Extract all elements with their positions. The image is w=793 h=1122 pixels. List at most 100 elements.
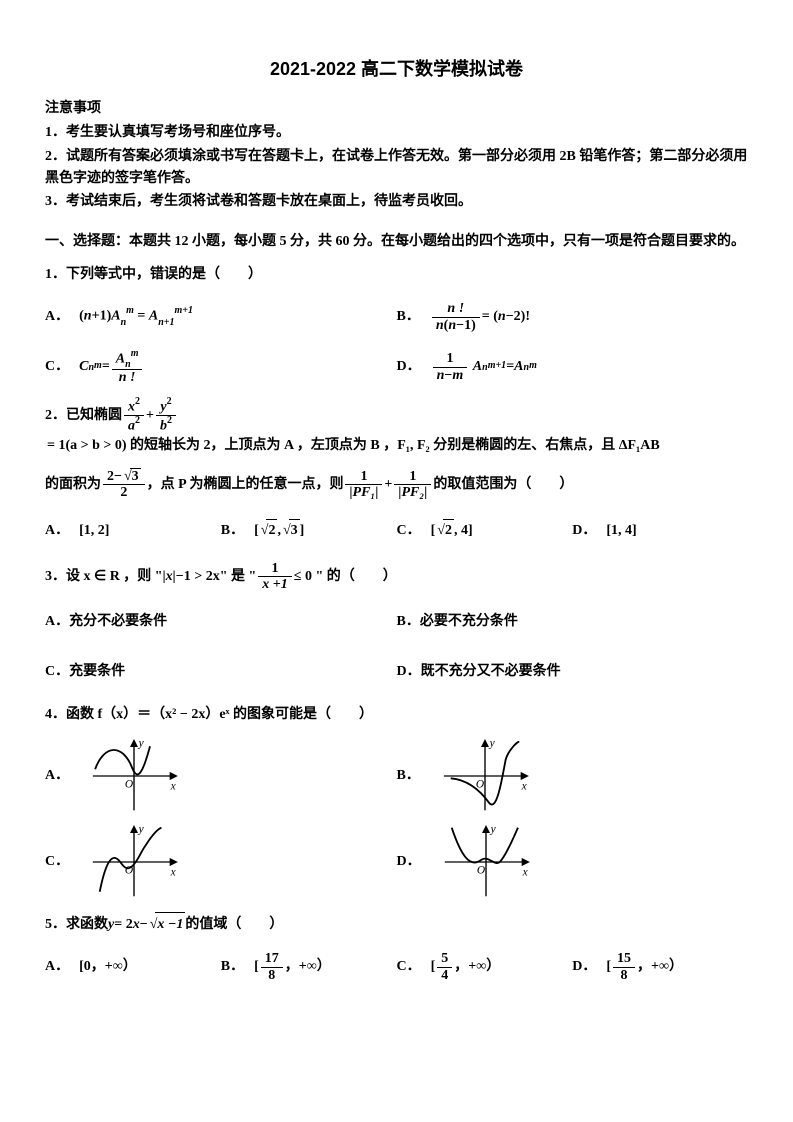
txt: 15 bbox=[613, 951, 635, 967]
q1-options-row2: C． Cnm = Anm n ! D． 1 n−m Anm+1 = Anm bbox=[45, 347, 748, 387]
axis-o: O bbox=[125, 779, 133, 791]
graph-a: x y O bbox=[79, 736, 189, 816]
graph-c: x y O bbox=[79, 822, 189, 902]
q5-options: A．[0，+∞） B．[178，+∞） C．[54，+∞） D．[158，+∞） bbox=[45, 947, 748, 987]
q3-options-row1: A．充分不必要条件 B．必要不充分条件 bbox=[45, 603, 748, 643]
axis-y: y bbox=[489, 824, 496, 836]
opt-label: D． bbox=[397, 356, 421, 378]
txt: C． bbox=[45, 851, 69, 873]
q2-stem-line1: 2．已知椭圆 x2 a2 + y2 b2 = 1(a > b > 0) 的短轴长… bbox=[45, 397, 748, 458]
axis-x: x bbox=[170, 867, 176, 879]
curve bbox=[451, 828, 517, 863]
txt: 3 bbox=[130, 468, 141, 484]
txt: b bbox=[160, 419, 167, 434]
txt: A bbox=[111, 309, 120, 324]
txt: PF₂ bbox=[398, 485, 427, 500]
txt: 2．已知椭圆 bbox=[45, 404, 122, 428]
q2-option-d: D．[1, 4] bbox=[572, 511, 748, 551]
txt: x bbox=[128, 400, 135, 415]
txt: = 2 bbox=[114, 913, 132, 937]
q1-option-c: C． Cnm = Anm n ! bbox=[45, 347, 397, 387]
opt-label: C． bbox=[45, 356, 69, 378]
txt: A bbox=[473, 356, 482, 378]
txt: ] bbox=[300, 520, 305, 542]
txt: [ bbox=[254, 956, 259, 978]
q3-option-d: D．既不充分又不必要条件 bbox=[397, 653, 749, 693]
sqrt: 3 bbox=[122, 468, 141, 484]
fraction: 2− 3 2 bbox=[103, 468, 145, 501]
q5-stem: 5．求函数 y = 2x − x −1 的值域（ ） bbox=[45, 912, 748, 937]
page-title: 2021-2022 高二下数学模拟试卷 bbox=[45, 55, 748, 84]
txt: 5 bbox=[437, 951, 452, 967]
axis-y: y bbox=[138, 738, 145, 750]
txt: n bbox=[125, 359, 131, 370]
notice-line-2: 2．试题所有答案必须填涂或书写在答题卡上，在试卷上作答无效。第一部分必须用 2B… bbox=[45, 146, 748, 189]
txt: 2 bbox=[135, 396, 140, 407]
axis-o: O bbox=[476, 865, 484, 877]
txt: y bbox=[160, 400, 166, 415]
curve bbox=[95, 747, 150, 775]
graph-b: x y O bbox=[430, 736, 540, 816]
txt: n ! bbox=[119, 370, 136, 385]
txt: m bbox=[94, 358, 102, 374]
q3-options-row2: C．充要条件 D．既不充分又不必要条件 bbox=[45, 653, 748, 693]
fraction: 1 n−m bbox=[433, 351, 468, 383]
txt: D． bbox=[572, 956, 596, 978]
txt: m bbox=[131, 348, 139, 359]
q2-option-c: C．[2, 4] bbox=[397, 511, 573, 551]
q5-option-c: C．[54，+∞） bbox=[397, 947, 573, 987]
q4-option-a: A． x y O bbox=[45, 736, 397, 816]
txt: n bbox=[448, 318, 456, 333]
q1-stem: 1．下列等式中，错误的是（ ） bbox=[45, 263, 748, 287]
txt: = ( bbox=[482, 306, 498, 328]
txt: B． bbox=[397, 765, 420, 787]
q1-option-b: B． n ! n(n−1) = (n−2)! bbox=[397, 297, 749, 337]
txt: −1 > 2x bbox=[176, 565, 220, 589]
txt: C bbox=[79, 356, 88, 378]
txt: A bbox=[514, 356, 523, 378]
q5-option-b: B．[178，+∞） bbox=[221, 947, 397, 987]
fraction: 1 PF₁ bbox=[345, 469, 382, 501]
txt: + bbox=[384, 473, 392, 497]
q4-option-b: B． x y O bbox=[397, 736, 749, 816]
txt: A bbox=[149, 309, 158, 324]
q3-stem: 3．设 x ∈ R ，则 " x−1 > 2x " 是 " 1 x +1 ≤ 0… bbox=[45, 561, 748, 593]
graph-d: x y O bbox=[431, 822, 541, 902]
txt: PF₁ bbox=[349, 485, 378, 500]
q1-option-d: D． 1 n−m Anm+1 = Anm bbox=[397, 347, 749, 387]
fraction: n ! n(n−1) bbox=[432, 301, 480, 333]
q4-row1: A． x y O B． x y O bbox=[45, 736, 748, 816]
txt: C． bbox=[397, 956, 421, 978]
notice-line-3: 3．考试结束后，考生须将试卷和答题卡放在桌面上，待监考员收回。 bbox=[45, 191, 748, 213]
txt: ，+∞） bbox=[285, 956, 331, 978]
txt: a bbox=[128, 419, 135, 434]
txt: B． bbox=[221, 956, 244, 978]
axis-y: y bbox=[488, 738, 495, 750]
q2-option-b: B．[2,3 ] bbox=[221, 511, 397, 551]
txt: , 4] bbox=[454, 520, 473, 542]
txt: 2− bbox=[107, 469, 122, 484]
fraction: x2 a2 bbox=[124, 397, 144, 434]
fraction: 1 x +1 bbox=[258, 561, 291, 593]
axis-x: x bbox=[170, 781, 176, 793]
curve bbox=[100, 828, 162, 892]
txt: 8 bbox=[613, 968, 635, 983]
axis-x: x bbox=[520, 781, 526, 793]
txt: −1) bbox=[456, 318, 476, 333]
fraction: Anm n ! bbox=[112, 349, 143, 386]
txt: 2 bbox=[135, 415, 140, 426]
txt: 2 bbox=[167, 415, 172, 426]
axis-x: x bbox=[521, 867, 527, 879]
txt: 2 bbox=[167, 396, 172, 407]
txt: 1 bbox=[433, 351, 468, 367]
q4-option-c: C． x y O bbox=[45, 822, 397, 902]
q2-options: A．[1, 2] B．[2,3 ] C．[2, 4] D．[1, 4] bbox=[45, 511, 748, 551]
txt: 2 bbox=[103, 485, 145, 500]
txt: " 是 " bbox=[220, 565, 257, 589]
q5-option-d: D．[158，+∞） bbox=[572, 947, 748, 987]
txt: 的面积为 bbox=[45, 473, 101, 497]
q1-a-expr: (n+1)Anm = An+1m+1 bbox=[79, 304, 193, 329]
txt: [ bbox=[431, 956, 436, 978]
txt: ，+∞） bbox=[454, 956, 500, 978]
q4-option-d: D． x y O bbox=[397, 822, 749, 902]
